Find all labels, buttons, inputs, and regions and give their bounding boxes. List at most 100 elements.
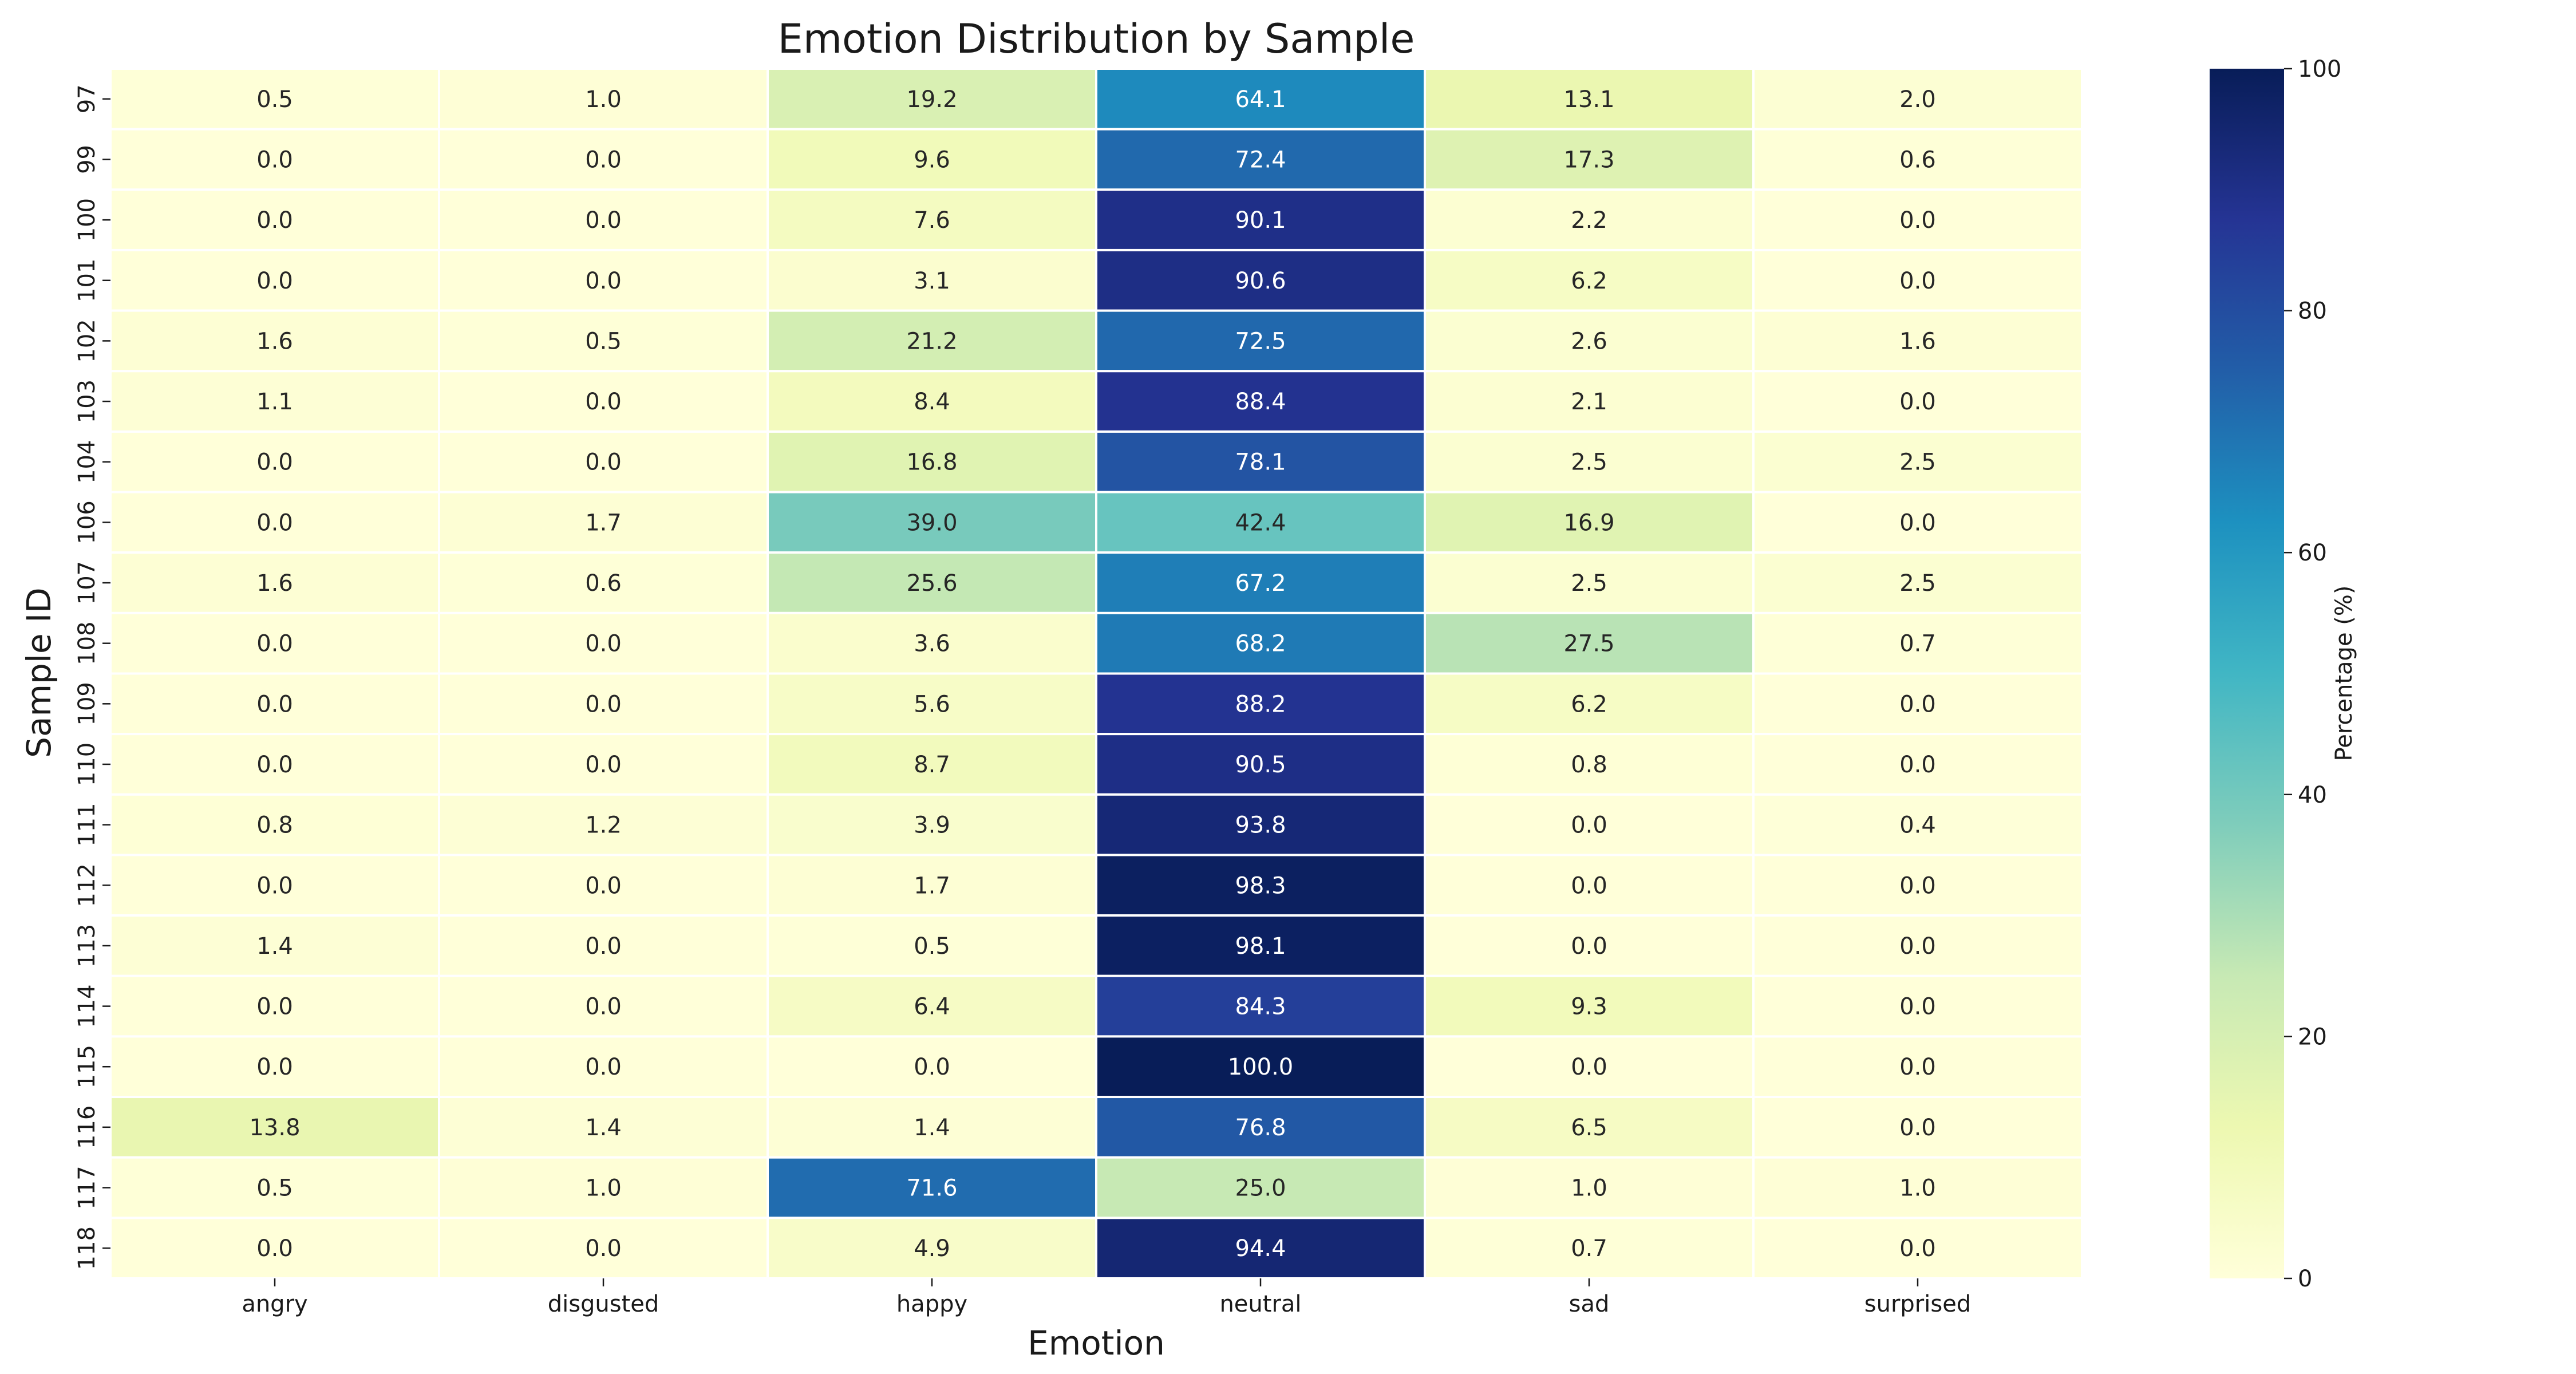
- heatmap-cell: [438, 248, 769, 312]
- heatmap-cell-value: 0.4: [1899, 812, 1936, 839]
- heatmap-cell-value: 6.2: [1571, 268, 1607, 294]
- heatmap-cell-value: 1.0: [1571, 1175, 1607, 1202]
- heatmap-cell: [1424, 551, 1755, 614]
- heatmap-cell-value: 17.3: [1563, 147, 1614, 173]
- y-tick-label: 99: [74, 145, 100, 174]
- heatmap-cell-value: 0.0: [256, 631, 293, 657]
- heatmap-cell: [1095, 1156, 1426, 1219]
- colorbar-title: Percentage (%): [2331, 586, 2357, 761]
- heatmap-cell: [1752, 1156, 2083, 1219]
- heatmap-cell-value: 2.5: [1899, 570, 1936, 597]
- heatmap-cell: [109, 974, 440, 1038]
- heatmap-cell-value: 6.4: [914, 994, 950, 1020]
- heatmap-cell-value: 90.6: [1235, 268, 1286, 294]
- heatmap-cell-value: 98.3: [1235, 872, 1286, 899]
- heatmap-cell-value: 71.6: [906, 1175, 957, 1202]
- heatmap-cell: [438, 188, 769, 251]
- heatmap-cell: [1752, 914, 2083, 977]
- heatmap-cell-value: 72.5: [1235, 328, 1286, 354]
- heatmap-cell: [1095, 188, 1426, 251]
- heatmap-cell: [438, 1035, 769, 1099]
- y-tick-label: 112: [74, 863, 100, 907]
- heatmap-cell: [767, 793, 1097, 856]
- heatmap-cell-value: 9.6: [914, 147, 950, 173]
- heatmap-cell-value: 3.9: [914, 812, 950, 839]
- heatmap-cell: [109, 430, 440, 493]
- heatmap-cell-value: 1.4: [585, 1115, 622, 1141]
- y-tick-label: 107: [74, 561, 100, 605]
- chart-title: Emotion Distribution by Sample: [778, 15, 1415, 62]
- heatmap-cell: [1095, 793, 1426, 856]
- colorbar-tick-label: 80: [2298, 298, 2327, 325]
- y-tick-label: 111: [74, 803, 100, 846]
- heatmap-cell-value: 1.4: [256, 933, 293, 960]
- heatmap-cell-value: 1.0: [585, 86, 622, 113]
- heatmap-cell: [767, 733, 1097, 796]
- heatmap-cell: [109, 248, 440, 312]
- colorbar-tick-label: 40: [2298, 782, 2327, 808]
- heatmap-cell-value: 13.8: [249, 1115, 300, 1141]
- heatmap-cell: [1424, 611, 1755, 675]
- x-axis-title: Emotion: [1028, 1324, 1165, 1363]
- heatmap-cell-value: 2.5: [1571, 570, 1607, 597]
- heatmap-cell: [438, 551, 769, 614]
- heatmap-cell: [1752, 793, 2083, 856]
- heatmap-cell-value: 0.0: [1571, 872, 1607, 899]
- heatmap-cell: [1752, 309, 2083, 373]
- heatmap-cell: [1752, 551, 2083, 614]
- x-tick-label: neutral: [1219, 1291, 1301, 1317]
- heatmap-cell: [1752, 188, 2083, 251]
- heatmap-cell: [109, 914, 440, 977]
- heatmap-cell: [1424, 1217, 1755, 1280]
- x-tick-label: surprised: [1864, 1291, 1971, 1317]
- heatmap-cell-value: 2.5: [1571, 449, 1607, 476]
- y-axis-ticks: 97 99 100 101 102 103 104 106 107 108 109 110 111 112…: [74, 84, 110, 1270]
- heatmap-cell-value: 1.6: [256, 328, 293, 354]
- heatmap-cell-value: 0.0: [256, 449, 293, 476]
- heatmap-cell-value: 5.6: [914, 691, 950, 717]
- heatmap-cell: [1752, 974, 2083, 1038]
- heatmap-cell-value: 0.0: [585, 207, 622, 234]
- heatmap-cell: [109, 370, 440, 433]
- heatmap-cell: [1424, 1156, 1755, 1219]
- heatmap-cell-value: 0.0: [1899, 691, 1936, 717]
- heatmap-cell-value: 7.6: [914, 207, 950, 234]
- heatmap-cell-value: 0.5: [256, 1175, 293, 1202]
- heatmap-cell: [1095, 128, 1426, 191]
- heatmap-cell: [109, 491, 440, 554]
- heatmap-cell: [1752, 672, 2083, 736]
- heatmap-cell-value: 42.4: [1235, 510, 1286, 536]
- heatmap-cell-value: 6.5: [1571, 1115, 1607, 1141]
- heatmap-cell-value: 0.0: [256, 752, 293, 778]
- heatmap-cell-value: 0.0: [1899, 268, 1936, 294]
- heatmap-cell: [1424, 974, 1755, 1038]
- heatmap-cell-value: 2.6: [1571, 328, 1607, 354]
- heatmap-cell-value: 1.6: [1899, 328, 1936, 354]
- heatmap-cell-value: 0.0: [1899, 1115, 1936, 1141]
- heatmap-cell-value: 0.0: [1571, 933, 1607, 960]
- y-tick-label: 104: [74, 440, 100, 484]
- y-tick-label: 100: [74, 198, 100, 242]
- y-tick-label: 102: [74, 319, 100, 362]
- heatmap-cell-value: 98.1: [1235, 933, 1286, 960]
- heatmap-cell: [767, 914, 1097, 977]
- heatmap-cell-value: 9.3: [1571, 994, 1607, 1020]
- heatmap-cell: [1095, 733, 1426, 796]
- heatmap-cell-value: 0.0: [1899, 872, 1936, 899]
- heatmap-cell-value: 0.6: [585, 570, 622, 597]
- heatmap-cell: [1424, 248, 1755, 312]
- heatmap-cell-value: 0.7: [1899, 631, 1936, 657]
- x-tick-label: happy: [896, 1291, 967, 1317]
- heatmap-cell: [438, 793, 769, 856]
- heatmap-cell-value: 100.0: [1228, 1054, 1294, 1080]
- heatmap-cell: [1095, 248, 1426, 312]
- heatmap-cell-value: 6.2: [1571, 691, 1607, 717]
- heatmap-cell-value: 39.0: [906, 510, 957, 536]
- heatmap-cell-value: 67.2: [1235, 570, 1286, 597]
- heatmap-cell-value: 72.4: [1235, 147, 1286, 173]
- heatmap-cell: [767, 1096, 1097, 1159]
- heatmap-cell: [767, 430, 1097, 493]
- heatmap-cell-value: 0.0: [585, 389, 622, 415]
- x-tick-label: angry: [242, 1291, 307, 1317]
- heatmap-cell: [1095, 1217, 1426, 1280]
